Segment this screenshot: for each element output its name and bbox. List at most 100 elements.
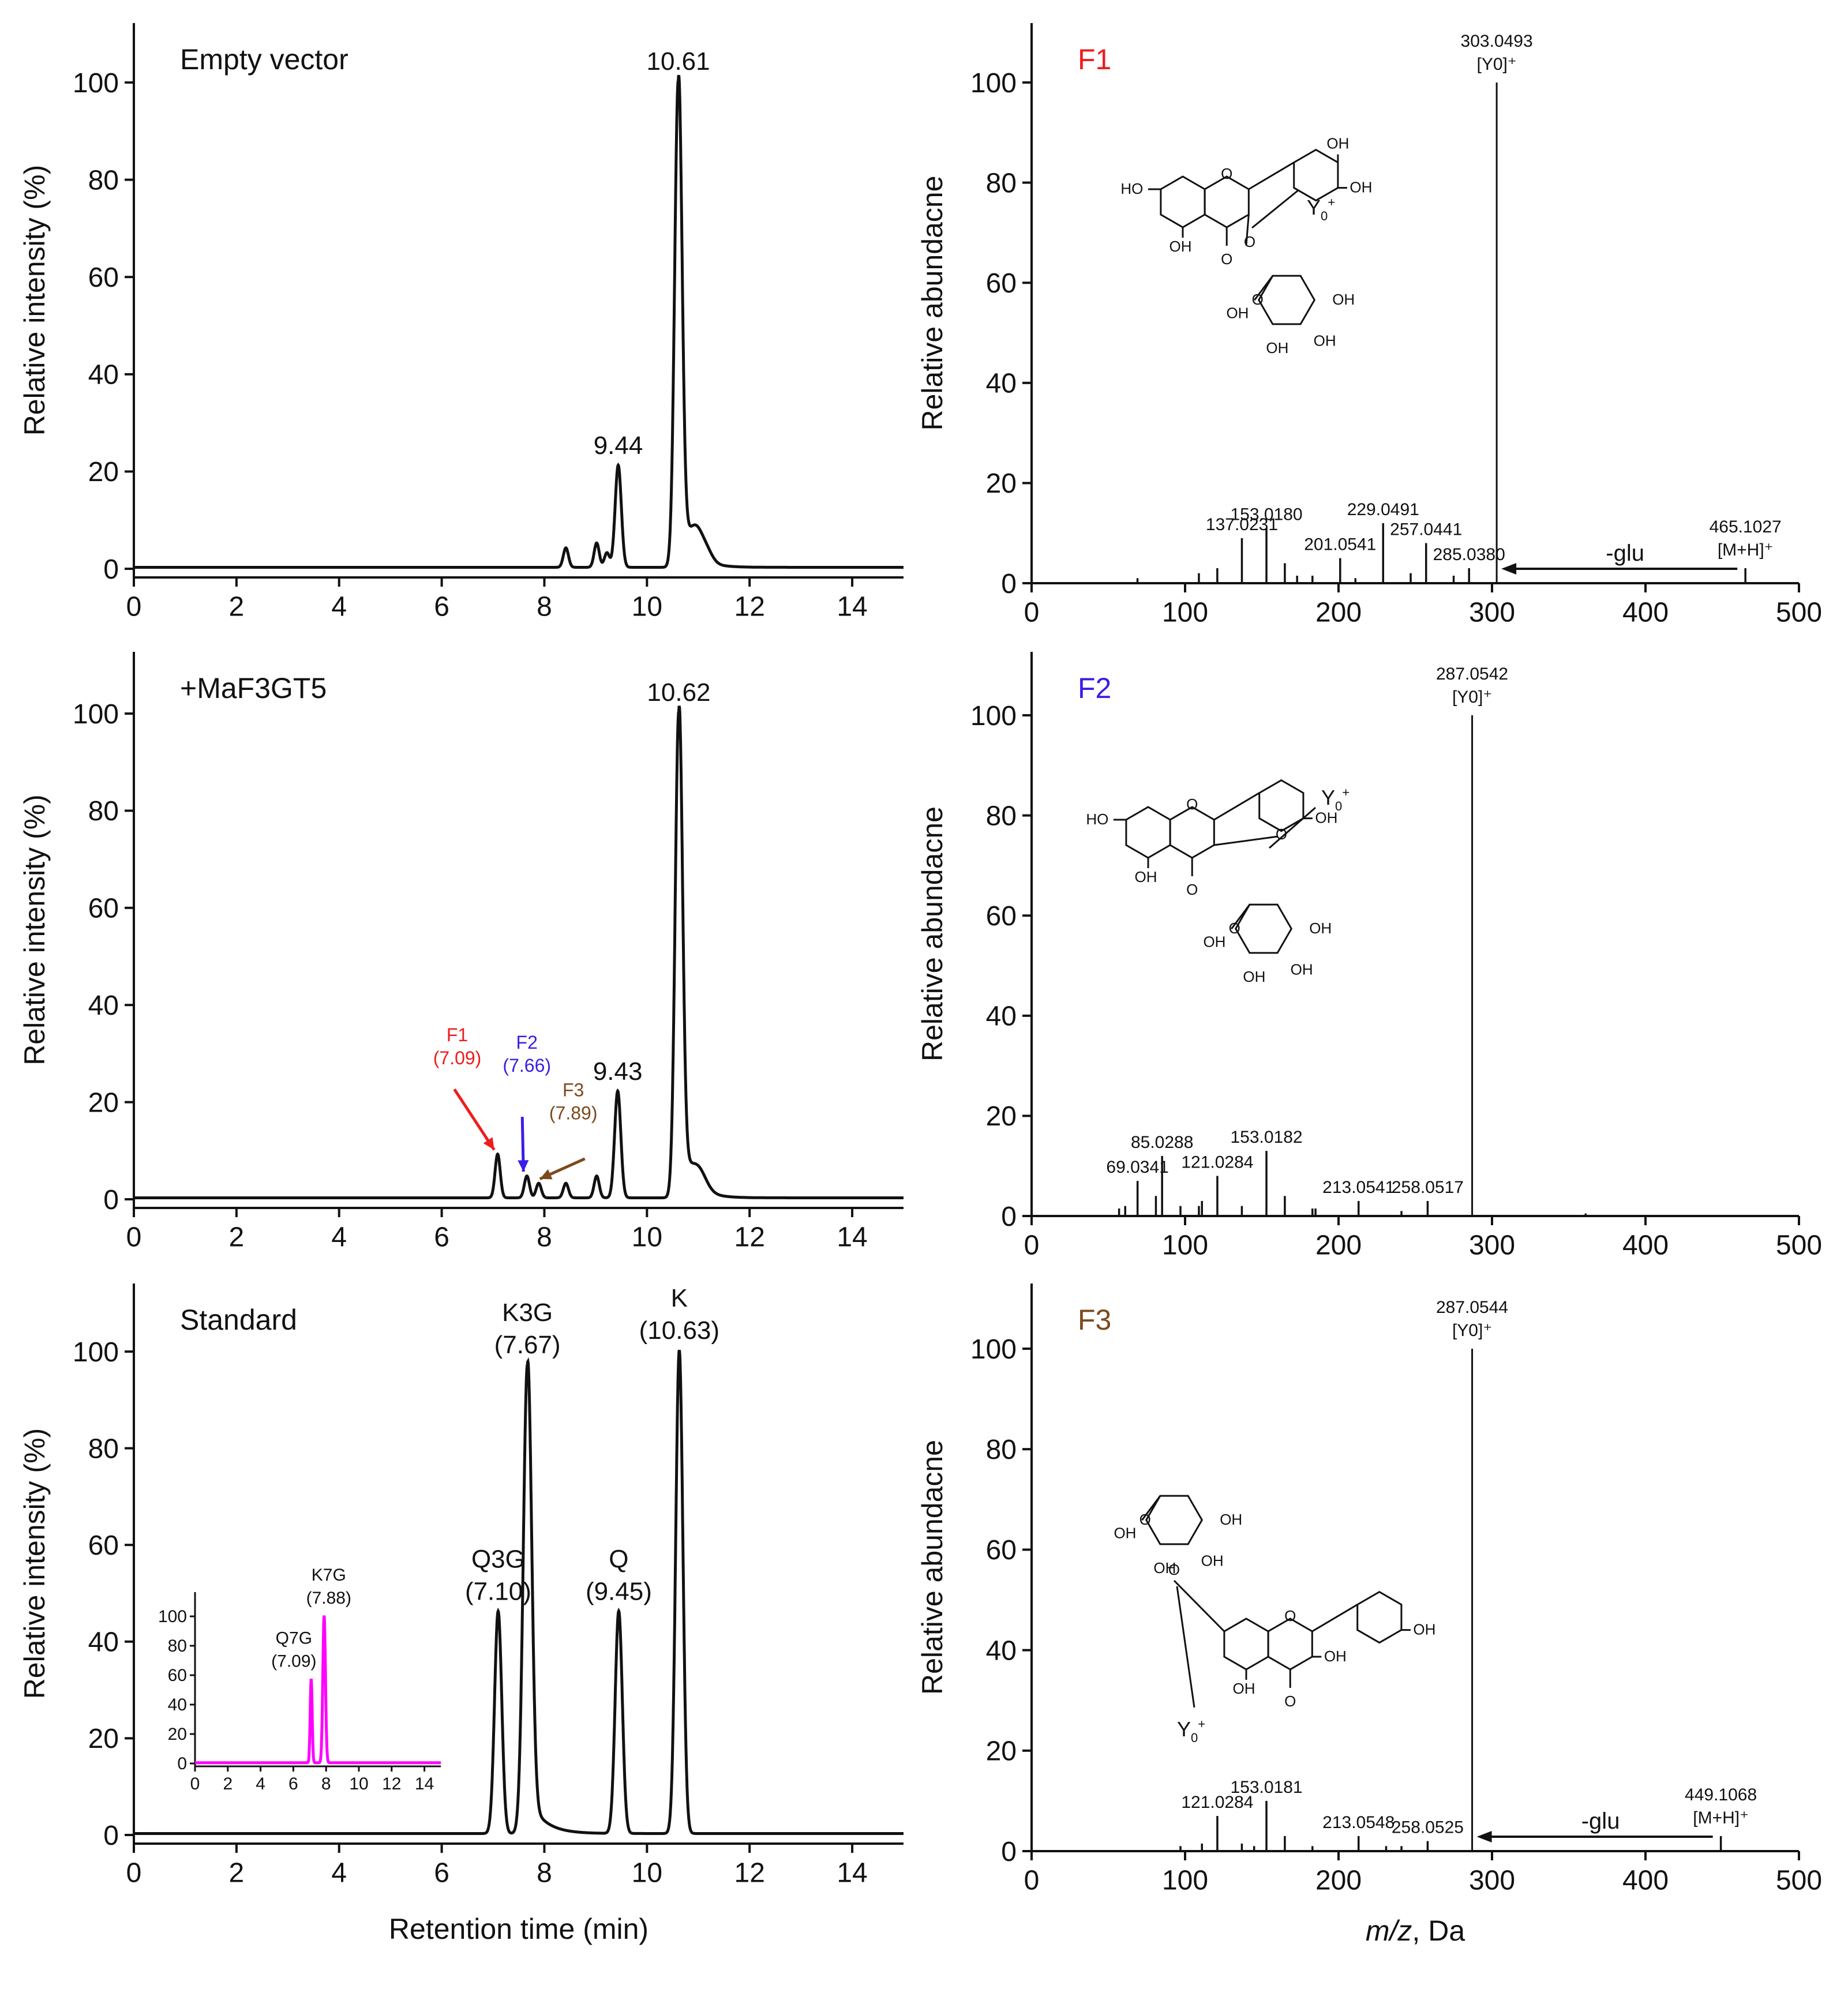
ring-b xyxy=(1293,148,1339,202)
ms-y-tick-label: 100 xyxy=(970,68,1017,99)
ms-x-tick-label: 100 xyxy=(1162,597,1208,628)
arrow-label-rt: (7.66) xyxy=(503,1055,551,1076)
bond-c-b xyxy=(1213,792,1260,821)
ms-axes: 0 100 200 300 400 500 0 20 40 60 80 100 xyxy=(970,1284,1822,1896)
ms-axes: 0 100 200 300 400 500 0 20 40 60 80 100 xyxy=(970,23,1822,628)
peak-rt-label: (10.63) xyxy=(639,1316,719,1345)
peak-label: Q xyxy=(609,1545,628,1574)
chrom-x-tick-label: 10 xyxy=(632,1857,662,1888)
ms-y-tick-label: 0 xyxy=(1001,1837,1017,1867)
chrom-x-tick-label: 14 xyxy=(837,1222,867,1252)
inset-trace xyxy=(195,1615,441,1765)
oh-3: OH xyxy=(1324,1648,1347,1665)
chrom-y-tick-label: 20 xyxy=(88,457,119,487)
ms-x-tick-label: 500 xyxy=(1776,1865,1822,1896)
inset-y-tick-label: 20 xyxy=(168,1725,187,1744)
glucose-oh: OH xyxy=(1114,1525,1136,1542)
chrom-y-tick-label: 20 xyxy=(88,1087,119,1118)
inset-peak-rt-label: (7.88) xyxy=(306,1589,351,1608)
carbonyl-oxygen: O xyxy=(1186,881,1198,898)
ms-peak-label: 201.0541 xyxy=(1304,535,1376,554)
oh-4p: OH xyxy=(1350,179,1372,196)
arrow-label-name: F2 xyxy=(516,1032,538,1053)
inset-y-tick-label: 80 xyxy=(168,1637,187,1656)
chrom-x-tick-label: 0 xyxy=(126,591,142,622)
chrom-y-tick-label: 100 xyxy=(73,68,119,99)
oh-5: OH xyxy=(1135,868,1157,885)
ring-oxygen: O xyxy=(1284,1607,1296,1624)
ho-7: HO xyxy=(1086,810,1108,828)
y0-sub: 0 xyxy=(1191,1731,1198,1745)
inset-x-tick-label: 6 xyxy=(288,1774,298,1793)
y0-cleavage-line xyxy=(1251,189,1299,229)
glycosidic-bond xyxy=(1214,835,1279,846)
chrom-y-tick-label: 80 xyxy=(88,165,119,196)
glucose-oh: OH xyxy=(1314,332,1336,350)
ms-y-tick-label: 80 xyxy=(986,1435,1017,1465)
inset-chart: 0 2 4 6 8 10 12 14 0 20 40 60 80 100 Q7G (7.09) K7G (7.88… xyxy=(158,1566,441,1793)
arrow-label-name: F3 xyxy=(563,1080,584,1101)
ms-peak-label: 213.0541 xyxy=(1322,1178,1395,1197)
ms-peak-label-ion: [Y0]⁺ xyxy=(1452,1321,1492,1340)
ms-x-tick-label: 400 xyxy=(1622,1230,1669,1260)
chrom-x-tick-label: 4 xyxy=(331,1857,347,1888)
ms-x-tick-label: 0 xyxy=(1024,1865,1040,1896)
ms-peak-label: 69.0341 xyxy=(1106,1158,1168,1177)
y0-ion-label: Y0+ xyxy=(1307,195,1335,223)
ring-c xyxy=(1169,806,1215,859)
chromatogram-panel: 0 2 4 6 8 10 12 14 0 20 40 60 80 100 +MaF3GT5 Relative … xyxy=(18,652,904,1252)
ring-b xyxy=(1356,1590,1403,1644)
panel-label: F3 xyxy=(1078,1304,1111,1336)
ms-y-tick-label: 80 xyxy=(986,168,1017,198)
inset-x-tick-label: 10 xyxy=(349,1774,368,1793)
ms-peak-label-ion: [Y0]⁺ xyxy=(1452,688,1492,707)
glucose-oh: OH xyxy=(1220,1511,1242,1528)
chrom-y-tick-label: 60 xyxy=(88,894,119,924)
panel-label: Empty vector xyxy=(180,43,348,76)
glucose-oh: OH xyxy=(1226,305,1249,322)
ms-peak-label: 285.0380 xyxy=(1433,545,1505,564)
ms-peak-label: 287.0542 xyxy=(1436,665,1508,684)
peak-arrow-head xyxy=(539,1169,553,1180)
neutral-loss-label: -glu xyxy=(1581,1808,1620,1834)
glucose-oh: OH xyxy=(1203,933,1225,951)
y0-sub: 0 xyxy=(1335,799,1342,813)
ms-x-tick-label: 300 xyxy=(1469,1865,1515,1896)
chrom-y-tick-label: 40 xyxy=(88,360,119,391)
chrom-y-tick-label: 20 xyxy=(88,1724,119,1754)
ms-x-tick-label: 300 xyxy=(1469,1230,1515,1260)
peak-label: 10.61 xyxy=(647,47,710,76)
ring-oxygen: O xyxy=(1221,165,1232,182)
ms-peak-label: 287.0544 xyxy=(1436,1298,1508,1317)
ms-x-tick-label: 200 xyxy=(1315,1230,1362,1260)
chrom-x-tick-label: 12 xyxy=(734,1222,765,1252)
ring-oxygen: O xyxy=(1186,795,1198,813)
ms-peak-label: 121.0284 xyxy=(1181,1153,1253,1172)
glycosidic-bond xyxy=(1173,1579,1225,1633)
glycosidic-bond xyxy=(1245,214,1250,246)
glucose-ring xyxy=(1145,1495,1204,1545)
glucose-oh: OH xyxy=(1291,961,1313,978)
glucose-ch2 xyxy=(1141,1495,1161,1521)
peak-rt-label: (9.45) xyxy=(586,1578,652,1606)
glycosidic-oxygen: O xyxy=(1244,233,1255,250)
chrom-y-tick-label: 0 xyxy=(103,554,119,585)
inset-peak-rt-label: (7.09) xyxy=(271,1652,316,1671)
panel-label: Standard xyxy=(180,1304,297,1336)
ms-peak-label: 449.1068 xyxy=(1685,1785,1757,1804)
oh-3p: OH xyxy=(1326,135,1349,152)
chrom-x-tick-label: 14 xyxy=(837,591,867,622)
ms-peak-label: 85.0288 xyxy=(1131,1133,1193,1152)
chrom-y-tick-label: 40 xyxy=(88,1627,119,1658)
chrom-x-tick-label: 0 xyxy=(126,1222,142,1252)
inset-peak-label: K7G xyxy=(312,1566,346,1585)
carbonyl-oxygen: O xyxy=(1221,250,1232,268)
ms-panel: 0 100 200 300 400 500 0 20 40 60 80 100 F1 Relative a… xyxy=(916,23,1822,628)
oh-4p: OH xyxy=(1315,809,1337,827)
chrom-y-tick-label: 60 xyxy=(88,262,119,293)
y-axis-title: Relative abundacne xyxy=(916,176,949,431)
ms-y-tick-label: 0 xyxy=(1001,1202,1017,1232)
glycosidic-oxygen: O xyxy=(1168,1561,1180,1578)
inset-x-tick-label: 14 xyxy=(415,1774,434,1793)
